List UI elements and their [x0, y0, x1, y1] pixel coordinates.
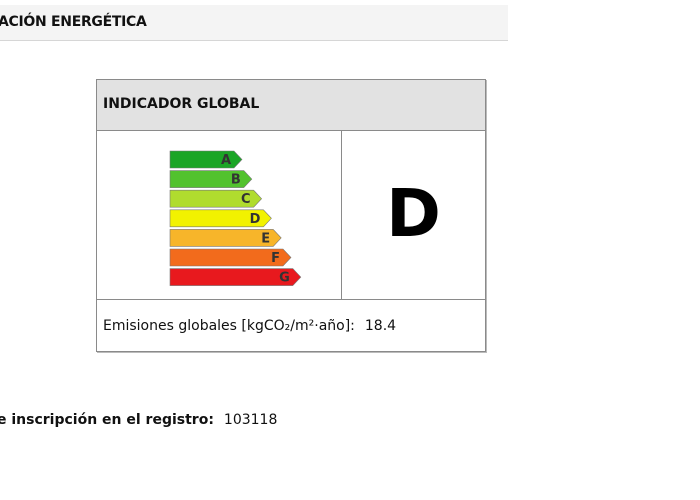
scale-arrow	[169, 268, 302, 286]
registration: e inscripción en el registro: 103118	[0, 412, 277, 428]
rating-cell: D	[342, 131, 485, 300]
scale-arrow	[169, 150, 243, 169]
emissions-value: 18.4	[364, 318, 397, 334]
scale-letter: C	[241, 192, 251, 207]
section-title: ACIÓN ENERGÉTICA	[0, 14, 147, 30]
scale-letter: A	[221, 153, 231, 168]
scale-arrow	[169, 209, 272, 228]
scale-letter: D	[250, 212, 261, 227]
scale-arrow	[169, 170, 253, 188]
scale-letter: B	[231, 173, 241, 188]
scale-letter: G	[279, 271, 290, 286]
emissions-label: Emisiones globales [kgCO₂/m²·año]:	[103, 318, 355, 334]
scale-letter: F	[271, 251, 280, 266]
scale-arrow	[169, 189, 263, 208]
scale-arrow	[169, 229, 282, 247]
section-header: ACIÓN ENERGÉTICA	[0, 5, 508, 41]
emissions: Emisiones globales [kgCO₂/m²·año]: 18.4	[103, 318, 396, 334]
registration-label: e inscripción en el registro:	[0, 412, 214, 428]
scale-letter: E	[261, 231, 270, 246]
registration-value: 103118	[223, 412, 278, 428]
scale-arrow	[169, 248, 292, 267]
indicator-header: INDICADOR GLOBAL	[97, 80, 485, 131]
indicator-title: INDICADOR GLOBAL	[103, 96, 260, 112]
rating: D	[386, 175, 441, 252]
